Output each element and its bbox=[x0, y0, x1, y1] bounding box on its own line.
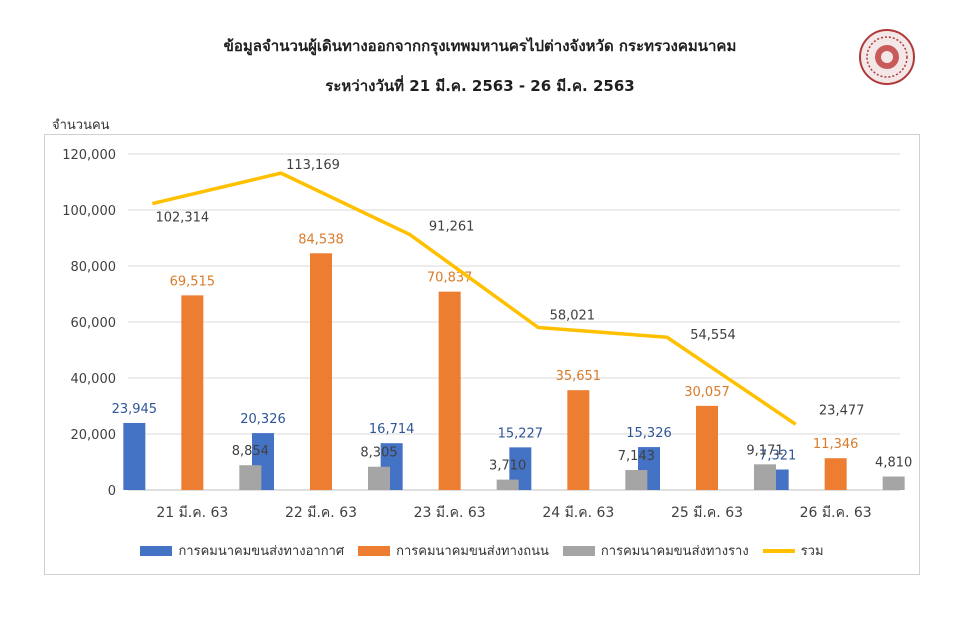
y-tick-label: 60,000 bbox=[71, 316, 117, 331]
bar-data-label: 84,538 bbox=[298, 232, 344, 247]
y-tick-label: 0 bbox=[108, 484, 116, 499]
line-data-label: 54,554 bbox=[690, 328, 736, 343]
y-tick-label: 80,000 bbox=[71, 260, 117, 275]
legend: การคมนาคมขนส่งทางอากาศ การคมนาคมขนส่งทาง… bbox=[44, 540, 920, 561]
bar-data-label: 30,057 bbox=[684, 385, 730, 400]
chart-frame bbox=[44, 134, 920, 575]
legend-swatch-rail bbox=[562, 545, 595, 556]
x-tick-label: 22 มี.ค. 63 bbox=[285, 505, 357, 521]
bar-data-label: 69,515 bbox=[170, 274, 216, 289]
bar-data-label: 23,945 bbox=[112, 402, 158, 417]
legend-swatch-total bbox=[762, 548, 795, 553]
bar bbox=[696, 405, 718, 490]
bar-data-label: 20,326 bbox=[240, 412, 286, 427]
legend-label-air: การคมนาคมขนส่งทางอากาศ bbox=[178, 544, 345, 559]
y-tick-label: 120,000 bbox=[62, 148, 116, 163]
bar-data-label: 11,346 bbox=[813, 437, 859, 452]
legend-item-road: การคมนาคมขนส่งทางถนน bbox=[358, 540, 549, 561]
y-tick-label: 20,000 bbox=[71, 428, 117, 443]
legend-label-rail: การคมนาคมขนส่งทางราง bbox=[600, 544, 749, 559]
bar-data-label: 35,651 bbox=[556, 369, 602, 384]
bar-data-label: 8,305 bbox=[360, 446, 397, 461]
x-tick-label: 24 มี.ค. 63 bbox=[542, 505, 614, 521]
chart-subtitle: ระหว่างวันที่ 21 มี.ค. 2563 - 26 มี.ค. 2… bbox=[325, 77, 635, 95]
bar-data-label: 4,810 bbox=[875, 456, 912, 471]
bar bbox=[181, 295, 204, 490]
x-tick-label: 25 มี.ค. 63 bbox=[671, 505, 743, 521]
bar-data-label: 9,171 bbox=[746, 443, 783, 458]
bar bbox=[625, 469, 648, 490]
bar bbox=[496, 479, 519, 490]
legend-swatch-road bbox=[358, 545, 391, 556]
legend-item-air: การคมนาคมขนส่งทางอากาศ bbox=[140, 540, 344, 561]
bar-data-label: 7,321 bbox=[759, 449, 796, 464]
bar-data-label: 16,714 bbox=[369, 422, 415, 437]
bar bbox=[824, 458, 847, 490]
bar bbox=[123, 422, 146, 490]
legend-swatch-air bbox=[140, 545, 173, 556]
bar bbox=[239, 465, 262, 490]
legend-item-rail: การคมนาคมขนส่งทางราง bbox=[562, 540, 749, 561]
legend-label-road: การคมนาคมขนส่งทางถนน bbox=[396, 544, 549, 559]
y-tick-label: 40,000 bbox=[71, 372, 117, 387]
line-data-label: 23,477 bbox=[819, 403, 865, 418]
x-tick-label: 23 มี.ค. 63 bbox=[414, 505, 486, 521]
bar bbox=[368, 466, 390, 490]
chart-title: ข้อมูลจำนวนผู้เดินทางออกจากกรุงเทพมหานคร… bbox=[223, 37, 737, 55]
bar bbox=[567, 390, 590, 490]
bar bbox=[438, 291, 461, 490]
bar-data-label: 70,837 bbox=[427, 271, 473, 286]
line-data-label: 58,021 bbox=[550, 309, 596, 324]
bar-data-label: 3,710 bbox=[489, 459, 526, 474]
line-data-label: 113,169 bbox=[286, 158, 340, 173]
bar-data-label: 7,143 bbox=[618, 449, 655, 464]
ministry-seal-icon bbox=[859, 29, 915, 85]
bar bbox=[310, 253, 332, 490]
bar-data-label: 15,227 bbox=[498, 426, 544, 441]
legend-item-total: รวม bbox=[762, 540, 824, 561]
bar bbox=[754, 464, 776, 490]
bar bbox=[509, 447, 532, 490]
bar-data-label: 15,326 bbox=[626, 426, 672, 441]
y-tick-label: 100,000 bbox=[62, 204, 116, 219]
line-data-label: 102,314 bbox=[155, 211, 209, 226]
y-axis-label: จำนวนคน bbox=[52, 118, 110, 133]
legend-label-total: รวม bbox=[800, 544, 824, 559]
bar bbox=[882, 476, 905, 490]
x-tick-label: 26 มี.ค. 63 bbox=[800, 505, 872, 521]
bar-data-label: 8,854 bbox=[232, 444, 269, 459]
line-data-label: 91,261 bbox=[429, 219, 475, 234]
series-line-total bbox=[151, 171, 797, 426]
x-tick-label: 21 มี.ค. 63 bbox=[156, 505, 228, 521]
